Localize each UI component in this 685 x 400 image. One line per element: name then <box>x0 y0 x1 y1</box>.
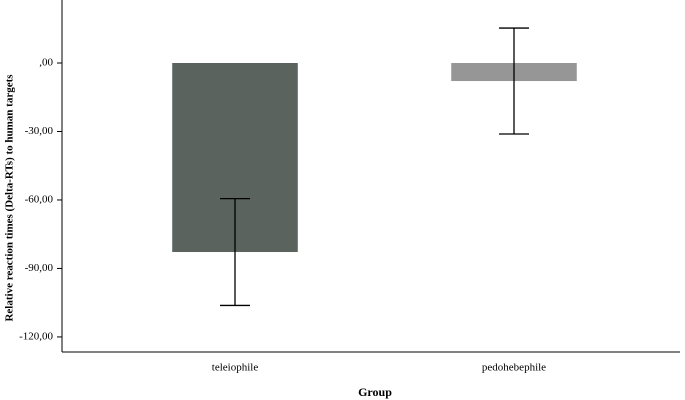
y-tick-label: -30,00 <box>25 125 54 137</box>
y-tick-label: -120,00 <box>19 330 53 342</box>
y-tick-label: -60,00 <box>25 194 54 206</box>
x-axis-label: Group <box>358 385 392 399</box>
x-tick-label: teleiophile <box>212 362 259 374</box>
y-tick-label: -90,00 <box>25 262 54 274</box>
x-tick-label: pedohebephile <box>482 362 546 374</box>
error-bar <box>220 197 250 307</box>
y-tick-label: ,00 <box>39 57 53 69</box>
y-axis-label: Relative reaction times (Delta-RTs) to h… <box>4 74 16 322</box>
error-bar <box>499 27 529 135</box>
